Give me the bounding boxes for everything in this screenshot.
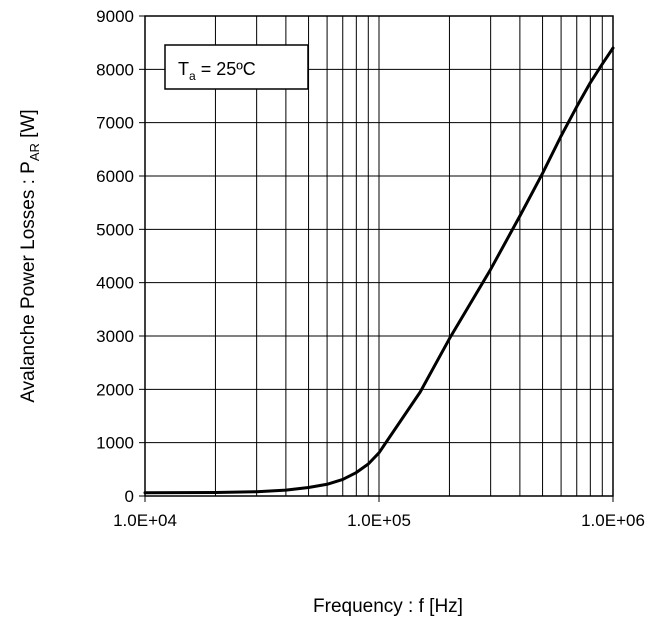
y-tick-label: 3000 <box>96 327 134 346</box>
series-layer <box>143 46 615 495</box>
axes: 0 1000 2000 3000 4000 5000 6000 7000 8000 9000 1.0… <box>96 7 645 530</box>
temperature-annotation: Ta = 25ºC <box>164 44 309 90</box>
y-tick-label: 2000 <box>96 380 134 399</box>
x-tick-label: 1.0E+06 <box>581 511 645 530</box>
x-tick-label: 1.0E+04 <box>113 511 177 530</box>
y-tick-label: 0 <box>125 487 134 506</box>
series-line <box>143 46 615 495</box>
x-tick-label: 1.0E+05 <box>347 511 411 530</box>
y-tick-label: 9000 <box>96 7 134 26</box>
y-tick-label: 4000 <box>96 274 134 293</box>
y-axis-title-suffix: [W] <box>18 109 39 143</box>
y-tick-label: 7000 <box>96 114 134 133</box>
y-tick-label: 8000 <box>96 60 134 79</box>
y-axis-title: Avalanche Power Losses : PAR [W] <box>18 109 42 402</box>
annotation-suffix: = 25ºC <box>196 59 256 79</box>
y-tick-label: 6000 <box>96 167 134 186</box>
y-axis-title-subscript: AR <box>27 143 42 161</box>
plot-frame <box>144 15 614 497</box>
annotation-subscript: a <box>189 69 196 83</box>
annotation-frame <box>164 44 309 90</box>
x-axis-title: Frequency : f [Hz] <box>313 596 463 617</box>
annotation-main: T <box>178 59 189 79</box>
y-tick-label: 5000 <box>96 220 134 239</box>
y-tick-label: 1000 <box>96 434 134 453</box>
annotation-label: Ta = 25ºC <box>178 59 256 83</box>
y-axis-title-prefix: Avalanche Power Losses : P <box>18 161 39 403</box>
